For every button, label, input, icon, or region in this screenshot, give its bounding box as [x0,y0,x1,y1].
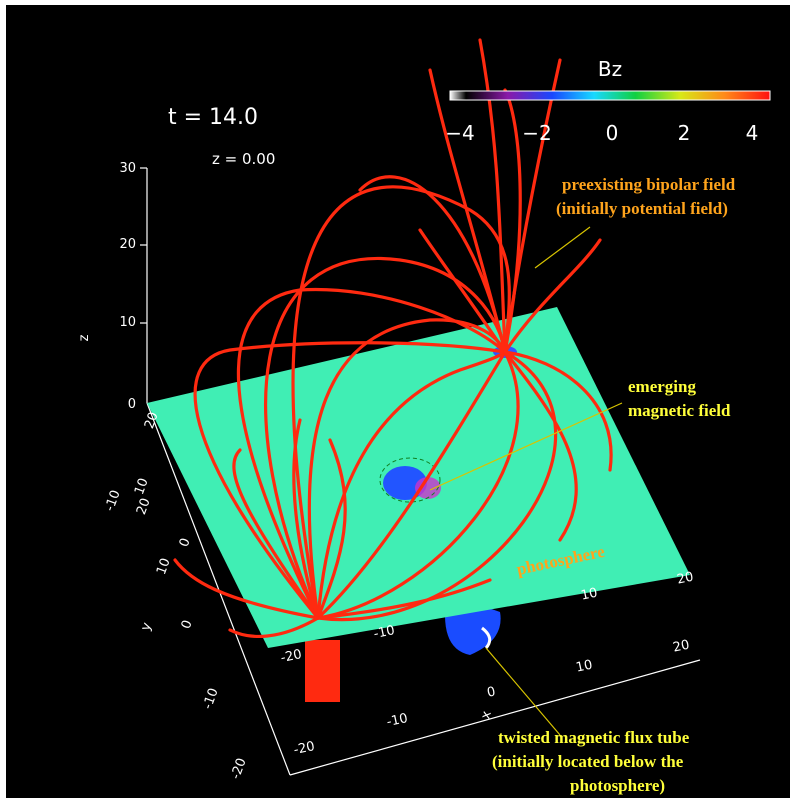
annotation-preexisting-2: (initially potential field) [556,199,728,218]
colorbar-title: Bz [598,57,622,81]
z-tick-label: 10 [119,315,136,330]
annotation-flux-tube-3: photosphere) [570,776,665,795]
colorbar-tick-label: −2 [522,121,551,145]
time-label: t = 14.0 [168,105,258,130]
annotation-flux-tube-1: twisted magnetic flux tube [498,728,690,747]
z-tick-label: 20 [119,237,136,252]
z-axis-label: z [77,334,92,341]
z-tick-label: 30 [119,161,136,176]
colorbar [450,91,770,100]
visualization: Bz t = 14.0 z = 0.00 z y x preexisting b… [0,0,796,803]
annotation-emerging-1: emerging [628,377,696,396]
annotation-flux-tube-2: (initially located below the [492,752,684,771]
colorbar-tick-label: 2 [678,121,691,145]
colorbar-tick-label: 4 [746,121,759,145]
z-tick-label: 0 [128,397,136,412]
annotation-emerging-2: magnetic field [628,401,731,420]
height-label: z = 0.00 [212,150,275,168]
colorbar-tick-label: −4 [445,121,474,145]
colorbar-tick-label: 0 [606,121,619,145]
flux-tube-left [305,640,340,702]
annotation-preexisting-1: preexisting bipolar field [562,175,736,194]
